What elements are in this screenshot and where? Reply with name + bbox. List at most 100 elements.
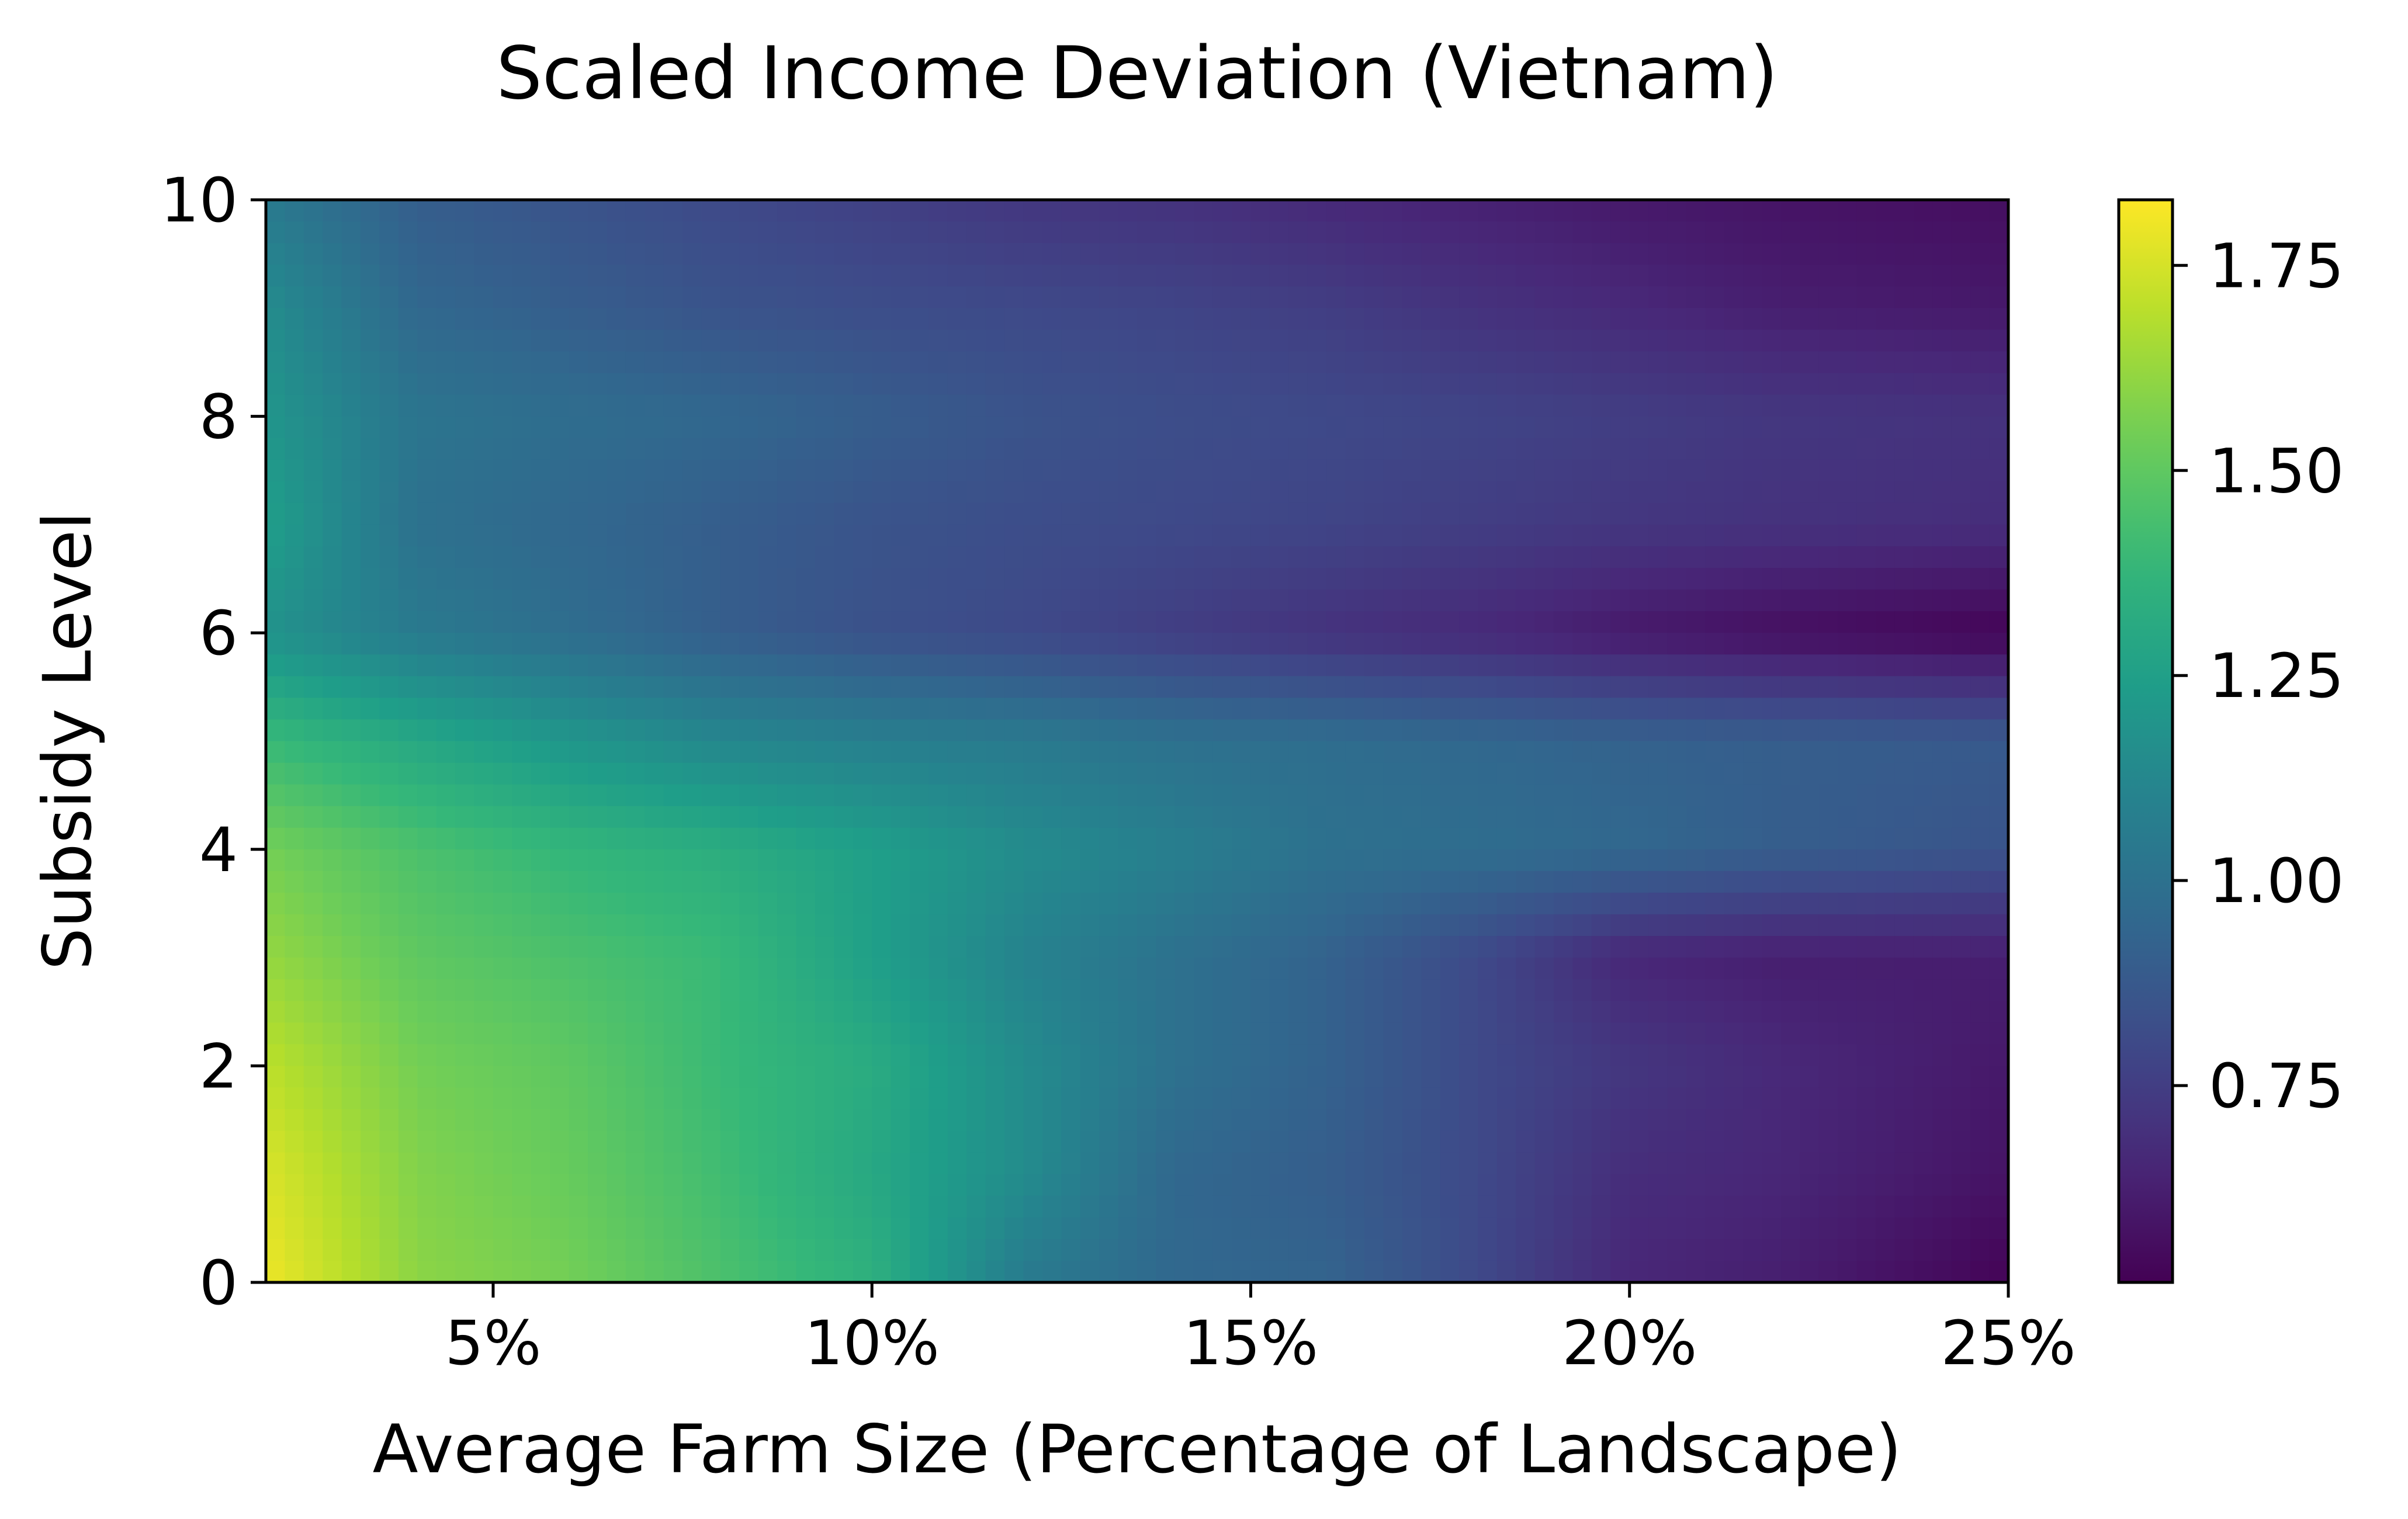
heatmap-cell — [341, 243, 362, 266]
heatmap-cell — [1781, 676, 1801, 699]
heatmap-cell — [985, 827, 1006, 850]
heatmap-cell — [1894, 373, 1914, 396]
heatmap-cell — [1591, 633, 1612, 656]
heatmap-cell — [1269, 806, 1290, 828]
heatmap-cell — [398, 1195, 418, 1218]
heatmap-cell — [1118, 719, 1138, 742]
heatmap-cell — [323, 936, 342, 959]
heatmap-cell — [1838, 1001, 1858, 1024]
heatmap-cell — [625, 698, 646, 720]
heatmap-cell — [285, 394, 304, 417]
heatmap-cell — [796, 1022, 816, 1045]
heatmap-cell — [1496, 200, 1517, 223]
heatmap-cell — [1572, 1174, 1592, 1197]
heatmap-cell — [910, 633, 930, 656]
heatmap-cell — [493, 914, 513, 937]
heatmap-cell — [663, 892, 684, 915]
heatmap-cell — [872, 1130, 892, 1153]
heatmap-cell — [1288, 654, 1308, 677]
heatmap-cell — [588, 806, 608, 828]
heatmap-cell — [663, 633, 684, 656]
heatmap-cell — [1421, 416, 1441, 439]
heatmap-cell — [1156, 1217, 1176, 1240]
heatmap-cell — [1232, 308, 1252, 331]
heatmap-cell — [1686, 1109, 1706, 1132]
heatmap-cell — [815, 1217, 835, 1240]
heatmap-cell — [1118, 1022, 1138, 1045]
heatmap-cell — [1534, 676, 1555, 699]
heatmap-cell — [436, 871, 456, 893]
heatmap-cell — [1099, 698, 1119, 720]
heatmap-cell — [1818, 481, 1839, 504]
heatmap-cell — [1004, 633, 1024, 656]
heatmap-cell — [1876, 265, 1896, 287]
heatmap-cell — [455, 459, 475, 482]
heatmap-cell — [1440, 849, 1460, 872]
heatmap-cell — [1894, 502, 1914, 525]
heatmap-cell — [1156, 438, 1176, 460]
heatmap-cell — [303, 265, 324, 287]
heatmap-cell — [1572, 633, 1592, 656]
heatmap-cell — [1762, 265, 1782, 287]
heatmap-cell — [1932, 827, 1952, 850]
heatmap-cell — [1534, 849, 1555, 872]
heatmap-cell — [341, 827, 362, 850]
heatmap-cell — [323, 871, 342, 893]
heatmap-cell — [682, 1001, 702, 1024]
heatmap-cell — [436, 784, 456, 807]
heatmap-cell — [815, 524, 835, 547]
heatmap-cell — [625, 1087, 646, 1110]
heatmap-cell — [1250, 330, 1270, 352]
heatmap-cell — [1478, 1239, 1498, 1261]
heatmap-cell — [607, 438, 626, 460]
heatmap-cell — [379, 892, 399, 915]
heatmap-cell — [872, 243, 892, 266]
heatmap-cell — [663, 502, 684, 525]
heatmap-cell — [588, 265, 608, 287]
heatmap-cell — [1345, 676, 1365, 699]
heatmap-cell — [1421, 1174, 1441, 1197]
heatmap-cell — [1516, 243, 1536, 266]
heatmap-cell — [1326, 265, 1346, 287]
heatmap-cell — [1743, 958, 1763, 980]
heatmap-cell — [853, 1239, 873, 1261]
heatmap-cell — [1629, 1239, 1650, 1261]
heatmap-cell — [815, 633, 835, 656]
heatmap-cell — [455, 1130, 475, 1153]
heatmap-cell — [1667, 1001, 1687, 1024]
heatmap-cell — [1554, 438, 1574, 460]
heatmap-cell — [417, 286, 437, 309]
heatmap-cell — [1856, 633, 1877, 656]
heatmap-cell — [1212, 438, 1233, 460]
heatmap-cell — [1478, 1217, 1498, 1240]
heatmap-cell — [872, 481, 892, 504]
heatmap-cell — [758, 416, 778, 439]
heatmap-cell — [1194, 330, 1214, 352]
heatmap-cell — [531, 438, 551, 460]
heatmap-cell — [1838, 459, 1858, 482]
heatmap-cell — [1440, 546, 1460, 569]
heatmap-cell — [739, 546, 759, 569]
heatmap-cell — [303, 741, 324, 764]
heatmap-cell — [1212, 351, 1233, 374]
heatmap-cell — [645, 1001, 664, 1024]
heatmap-cell — [1307, 698, 1328, 720]
heatmap-cell — [1800, 524, 1820, 547]
heatmap-cell — [947, 698, 968, 720]
heatmap-cell — [285, 373, 304, 396]
heatmap-cell — [1042, 1130, 1062, 1153]
heatmap-cell — [436, 979, 456, 1002]
heatmap-cell — [1970, 741, 1990, 764]
heatmap-cell — [1212, 698, 1233, 720]
heatmap-cell — [1383, 1044, 1403, 1067]
heatmap-cell — [1572, 265, 1592, 287]
heatmap-cell — [1156, 1001, 1176, 1024]
heatmap-cell — [1023, 719, 1043, 742]
heatmap-cell — [1232, 481, 1252, 504]
heatmap-cell — [1970, 459, 1990, 482]
heatmap-cell — [1232, 654, 1252, 677]
heatmap-cell — [1724, 438, 1744, 460]
heatmap-cell — [1307, 265, 1328, 287]
heatmap-cell — [1648, 546, 1668, 569]
heatmap-cell — [947, 784, 968, 807]
